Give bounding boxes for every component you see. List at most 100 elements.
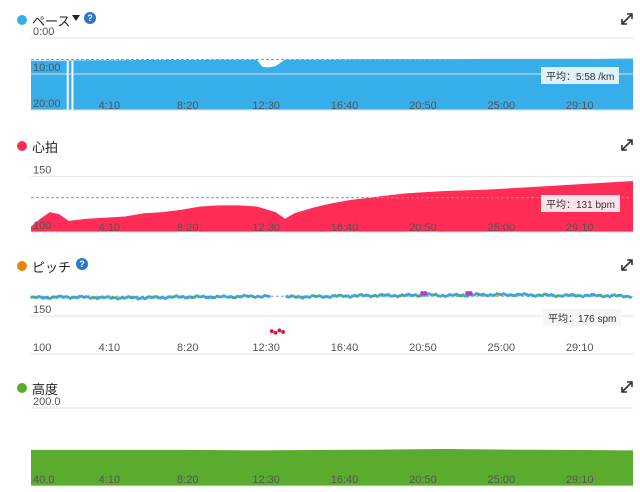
cadence-point bbox=[450, 293, 454, 297]
cadence-color-dot bbox=[17, 261, 27, 271]
pace-y-tick-label: 10:00 bbox=[33, 62, 61, 74]
heart-rate-panel: 心拍 150 100 4:10 8:20 12:30 16:40 20:50 25:00 29:… bbox=[0, 136, 640, 240]
pace-help-icon[interactable]: ? bbox=[84, 12, 96, 24]
cadence-x-tick-label: 8:20 bbox=[177, 342, 198, 354]
pace-dropdown-caret-icon[interactable] bbox=[72, 15, 80, 21]
pace-x-tick-label: 29:10 bbox=[566, 100, 594, 112]
cadence-point bbox=[513, 294, 517, 298]
cadence-point bbox=[131, 295, 136, 300]
cadence-point bbox=[107, 295, 111, 299]
cadence-point bbox=[91, 296, 95, 300]
pace-x-tick-label: 20:50 bbox=[409, 100, 437, 112]
elevation-y-tick-label: 200.0 bbox=[33, 396, 61, 408]
cadence-point bbox=[323, 295, 327, 299]
elevation-chart: 200.0 40.0 4:10 8:20 12:30 16:40 20:50 25:00 29:… bbox=[31, 396, 633, 487]
cadence-point bbox=[111, 296, 115, 300]
hr-y-tick-label: 100 bbox=[33, 220, 51, 232]
cadence-x-tick-label: 16:40 bbox=[331, 342, 359, 354]
pace-x-tick-label: 8:20 bbox=[177, 100, 198, 112]
elevation-expand-icon[interactable] bbox=[620, 380, 634, 394]
elevation-area bbox=[31, 449, 633, 486]
cadence-point bbox=[590, 293, 594, 297]
cadence-chart: 150 100 4:10 8:20 12:30 16:40 20:50 25:00 29:10 bbox=[30, 291, 633, 355]
cadence-x-tick-label: 12:30 bbox=[252, 342, 280, 354]
pace-area bbox=[31, 58, 633, 110]
cadence-point bbox=[84, 295, 88, 299]
elevation-title: 高度 bbox=[32, 382, 59, 397]
cadence-point bbox=[536, 293, 540, 297]
pace-gap bbox=[66, 61, 69, 110]
cadence-point bbox=[619, 293, 623, 297]
cadence-point bbox=[434, 292, 438, 296]
elevation-x-tick-label: 8:20 bbox=[177, 474, 198, 486]
hr-x-tick-label: 16:40 bbox=[331, 222, 359, 234]
elevation-x-tick-label: 16:40 bbox=[331, 474, 359, 486]
elevation-x-tick-label: 29:10 bbox=[566, 474, 594, 486]
cadence-point bbox=[217, 295, 221, 299]
hr-x-tick-label: 8:20 bbox=[177, 222, 198, 234]
elevation-x-tick-label: 25:00 bbox=[488, 474, 516, 486]
cadence-point bbox=[563, 293, 567, 297]
cadence-x-tick-label: 29:10 bbox=[566, 342, 594, 354]
cadence-y-tick-label: 150 bbox=[33, 304, 51, 316]
cadence-point bbox=[267, 294, 271, 298]
cadence-point bbox=[210, 296, 215, 300]
elevation-y-tick-label: 40.0 bbox=[33, 474, 54, 486]
hr-x-tick-label: 12:30 bbox=[252, 222, 280, 234]
cadence-low-point bbox=[277, 328, 282, 333]
cadence-point bbox=[303, 295, 307, 299]
elevation-header: 高度 bbox=[0, 378, 640, 398]
pace-gap bbox=[71, 61, 74, 110]
cadence-point bbox=[556, 294, 560, 298]
hr-expand-icon[interactable] bbox=[620, 138, 634, 152]
cadence-point bbox=[238, 295, 242, 299]
pace-panel: ペース ? 0:00 10:00 20:00 4:10 8:20 12:30 16:40 20… bbox=[0, 10, 640, 114]
cadence-point bbox=[30, 295, 34, 299]
elevation-panel: 高度 200.0 40.0 4:10 8:20 12:30 16:40 20:50 25:00… bbox=[0, 378, 640, 487]
cadence-point bbox=[387, 293, 391, 297]
cadence-x-tick-label: 4:10 bbox=[99, 342, 120, 354]
pace-y-tick-label: 20:00 bbox=[33, 98, 61, 110]
pace-x-tick-label: 25:00 bbox=[488, 100, 516, 112]
pace-average-label: 平均：5:58 /km bbox=[541, 67, 620, 84]
pace-color-dot bbox=[17, 15, 27, 25]
cadence-point bbox=[197, 295, 201, 299]
cadence-low-point bbox=[281, 330, 285, 334]
pace-x-tick-label: 4:10 bbox=[99, 100, 120, 112]
hr-chart: 150 100 4:10 8:20 12:30 16:40 20:50 25:00 29:10 bbox=[31, 165, 633, 234]
cadence-point bbox=[628, 295, 632, 299]
hr-x-tick-label: 25:00 bbox=[488, 222, 516, 234]
cadence-x-tick-label: 20:50 bbox=[409, 342, 437, 354]
cadence-y-tick-label: 100 bbox=[33, 342, 51, 354]
cadence-point bbox=[260, 295, 264, 299]
elevation-x-tick-label: 4:10 bbox=[99, 474, 120, 486]
hr-title: 心拍 bbox=[32, 140, 59, 155]
cadence-highlight-point bbox=[468, 291, 473, 296]
pace-chart: 0:00 10:00 20:00 4:10 8:20 12:30 16:40 20:50 25:… bbox=[31, 26, 633, 112]
pace-x-tick-label: 16:40 bbox=[331, 100, 359, 112]
cadence-low-point bbox=[269, 329, 274, 334]
hr-x-tick-label: 29:10 bbox=[566, 222, 594, 234]
elevation-color-dot bbox=[17, 383, 27, 393]
cadence-help-icon[interactable]: ? bbox=[76, 258, 88, 270]
hr-y-tick-label: 150 bbox=[33, 165, 51, 177]
cadence-x-tick-label: 25:00 bbox=[488, 342, 516, 354]
cadence-point bbox=[104, 295, 108, 299]
hr-color-dot bbox=[17, 141, 27, 151]
pace-title: ペース bbox=[32, 14, 71, 29]
cadence-point bbox=[515, 292, 519, 296]
pace-x-tick-label: 12:30 bbox=[252, 100, 280, 112]
cadence-highlight-point bbox=[423, 291, 428, 296]
cadence-point bbox=[77, 295, 81, 299]
pace-expand-icon[interactable] bbox=[620, 12, 634, 26]
cadence-panel: ピッチ ? 150 100 4:10 8:20 12:30 16:40 20:50 25:00… bbox=[0, 256, 640, 360]
hr-header: 心拍 bbox=[0, 136, 640, 156]
hr-average-label: 平均：131 bpm bbox=[541, 195, 620, 212]
cadence-low-point bbox=[273, 330, 278, 335]
cadence-expand-icon[interactable] bbox=[620, 258, 634, 272]
elevation-x-tick-label: 12:30 bbox=[252, 474, 280, 486]
cadence-average-label: 平均：176 spm bbox=[543, 309, 622, 326]
elevation-x-tick-label: 20:50 bbox=[409, 474, 437, 486]
cadence-point bbox=[258, 295, 262, 299]
hr-area bbox=[31, 181, 633, 232]
